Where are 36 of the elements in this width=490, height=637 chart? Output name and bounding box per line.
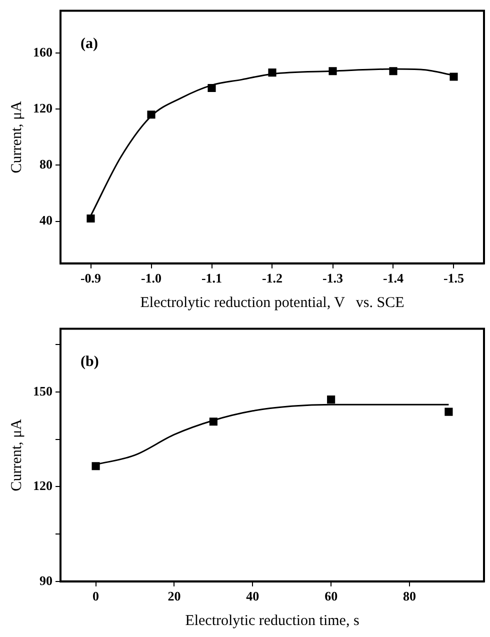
point [389,67,398,76]
point [328,67,337,76]
point [208,84,216,92]
annotation: (a) [80,36,98,52]
x-tick-label: 80 [402,588,416,604]
x-tick-label: -1.0 [140,270,162,286]
x-tick-label: 0 [92,588,100,604]
x-tick-label: -1.3 [322,270,344,286]
point [86,214,95,223]
y-tick-label: 160 [33,44,52,60]
x-tick-label: -1.1 [201,270,222,286]
point [450,72,458,81]
y-tick-label: 120 [33,478,52,494]
x-tick-label: 40 [246,588,260,604]
y-tick-label: 90 [40,572,52,588]
point [92,462,100,470]
y-axis-title: Current, μA [8,418,25,492]
x-axis-title: Electrolytic reduction potential, V vs. SCE [140,294,404,311]
y-tick-label: 120 [33,100,52,116]
x-tick-label: -1.2 [262,270,283,286]
y-tick-label: 80 [40,156,52,172]
point [327,395,336,404]
point [444,408,453,416]
point [209,418,218,426]
annotation: (b) [80,354,99,370]
y-tick-label: 40 [40,212,52,228]
x-tick-label: -1.4 [382,270,404,286]
x-tick-label: -0.9 [80,270,102,286]
x-tick-label: 60 [324,588,338,604]
point [147,110,156,119]
y-tick-label: 150 [33,383,52,398]
x-axis-title: Electrolytic reduction time, s [185,612,360,629]
x-tick-label: 20 [168,588,181,604]
x-tick-label: -1.5 [443,270,465,286]
point [268,68,276,77]
y-axis-title: Current, μA [8,100,25,174]
